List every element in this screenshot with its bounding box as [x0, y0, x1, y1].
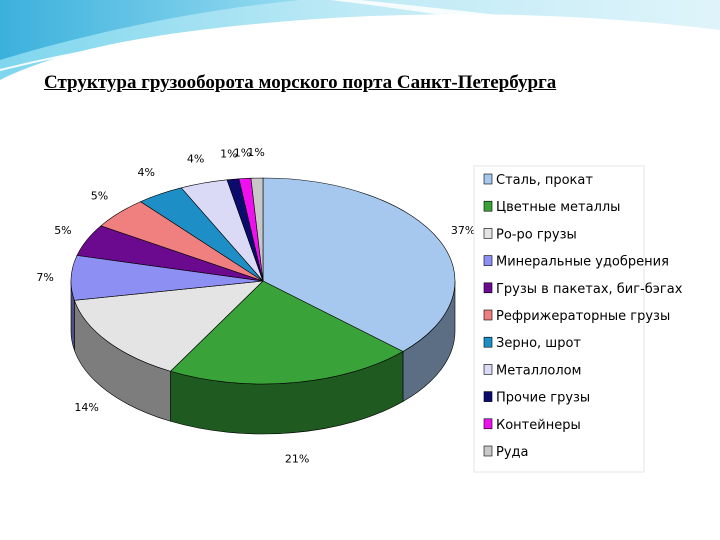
legend-label-2: Ро-ро грузы [496, 227, 577, 242]
pie-slice-0 [262, 177, 456, 352]
legend-swatch-5 [483, 309, 493, 321]
legend-label-1: Цветные металлы [496, 200, 620, 215]
legend-label-10: Руда [496, 445, 529, 460]
legend-label-7: Металлолом [496, 363, 581, 378]
legend-swatch-9 [483, 418, 493, 430]
legend-label-8: Прочие грузы [496, 391, 590, 406]
slide-title: Структура грузооборота морского порта Са… [44, 72, 557, 93]
legend-swatch-8 [483, 391, 493, 402]
legend-swatch-7 [483, 364, 493, 375]
pie-label-8: 1% [220, 148, 237, 161]
pie-label-6: 4% [137, 166, 154, 179]
pie-label-9: 1% [234, 147, 251, 160]
pie-label-10: 1% [247, 146, 264, 159]
legend: Сталь, прокат Цветные металлы Ро-ро грузы М… [473, 165, 683, 473]
legend-label-9: Контейнеры [496, 418, 581, 433]
legend-swatch-1 [483, 200, 493, 212]
legend-swatch-2 [483, 228, 493, 239]
pie-label-1: 21% [285, 452, 309, 465]
pie-slice-10 [250, 177, 264, 282]
pie-label-4: 5% [54, 224, 71, 237]
legend-label-0: Сталь, прокат [496, 173, 593, 188]
pie-label-2: 14% [74, 401, 98, 414]
pie-label-3: 7% [36, 271, 53, 284]
legend-swatch-0 [483, 173, 493, 185]
legend-label-4: Грузы в пакетах, биг-бэгах [496, 282, 683, 297]
legend-swatch-10 [483, 445, 493, 457]
pie-slice-2 [73, 280, 264, 372]
pie-label-5: 5% [91, 190, 108, 203]
pie-label-7: 4% [187, 152, 204, 165]
slide-decoration [0, 0, 720, 80]
pie-top [70, 177, 456, 385]
legend-swatch-3 [483, 255, 493, 266]
legend-frame [473, 165, 645, 473]
legend-label-5: Рефрижераторные грузы [496, 309, 670, 324]
pie-labels: 37%21%14%7%5%5%4%4% 1%1%1% [36, 146, 475, 465]
legend-label-3: Минеральные удобрения [496, 255, 669, 270]
pie-label-0: 37% [451, 224, 475, 237]
pie-slice-1 [169, 280, 404, 385]
legend-swatch-4 [483, 282, 493, 294]
legend-label-6: Зерно, шрот [496, 336, 581, 351]
legend-swatch-6 [483, 336, 493, 348]
